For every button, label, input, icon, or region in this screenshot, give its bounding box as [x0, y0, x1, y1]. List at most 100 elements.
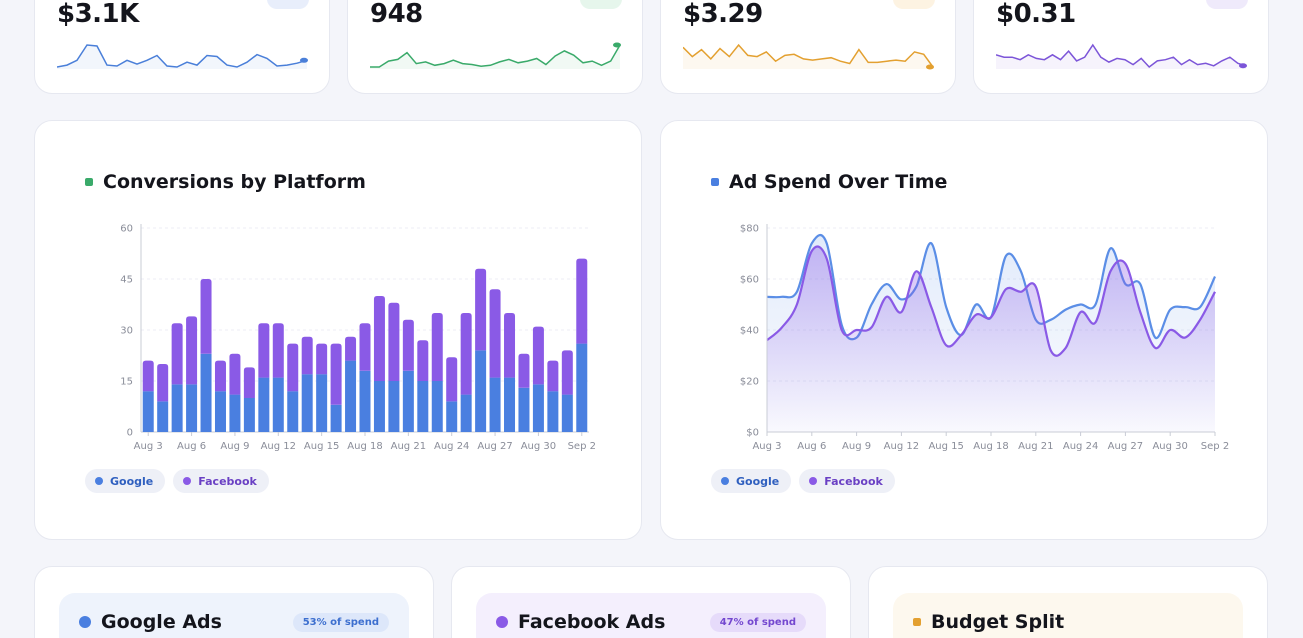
legend-dot-icon: [721, 477, 729, 485]
bar-google[interactable]: [547, 391, 559, 432]
bar-google[interactable]: [388, 381, 400, 432]
bar-facebook[interactable]: [417, 340, 429, 381]
bar-google[interactable]: [475, 350, 487, 432]
x-tick-label: Aug 9: [842, 441, 871, 452]
kpi-sparkline: [370, 42, 621, 69]
bar-google[interactable]: [157, 401, 169, 432]
legend-google[interactable]: Google: [85, 469, 166, 493]
title-marker-icon: [85, 178, 93, 186]
y-tick-label: 15: [120, 377, 133, 388]
bar-facebook[interactable]: [200, 279, 212, 354]
bar-google[interactable]: [272, 377, 284, 432]
bar-facebook[interactable]: [186, 316, 198, 385]
bar-google[interactable]: [258, 377, 270, 432]
bar-facebook[interactable]: [460, 313, 472, 395]
bar-google[interactable]: [301, 374, 313, 432]
bar-google[interactable]: [359, 370, 371, 432]
bar-facebook[interactable]: [504, 313, 516, 378]
bar-google[interactable]: [446, 401, 458, 432]
bar-google[interactable]: [532, 384, 544, 432]
bar-google[interactable]: [171, 384, 183, 432]
bar-facebook[interactable]: [475, 268, 487, 351]
bar-facebook[interactable]: [345, 336, 357, 361]
bar-facebook[interactable]: [489, 289, 501, 378]
bar-google[interactable]: [431, 381, 443, 432]
bar-google[interactable]: [460, 394, 472, 432]
card-header: Facebook Ads 47% of spend: [476, 593, 826, 638]
bar-google[interactable]: [402, 370, 414, 432]
bar-facebook[interactable]: [518, 353, 530, 388]
bar-google[interactable]: [287, 391, 299, 432]
bar-facebook[interactable]: [576, 258, 588, 344]
bar-facebook[interactable]: [287, 343, 299, 392]
y-tick-label: 45: [120, 275, 133, 286]
bar-google[interactable]: [518, 387, 530, 432]
kpi-sparkline: [57, 44, 308, 69]
bar-facebook[interactable]: [330, 343, 342, 405]
legend-facebook[interactable]: Facebook: [173, 469, 269, 493]
bar-facebook[interactable]: [258, 323, 270, 378]
bar-google[interactable]: [142, 391, 154, 432]
bar-facebook[interactable]: [301, 336, 313, 375]
facebook-dot-icon: [496, 616, 508, 628]
x-tick-label: Aug 24: [1063, 441, 1098, 452]
bar-google[interactable]: [373, 381, 385, 432]
y-tick-label: $40: [740, 326, 759, 337]
bar-google[interactable]: [345, 360, 357, 432]
bar-facebook[interactable]: [547, 360, 559, 392]
bar-facebook[interactable]: [359, 323, 371, 371]
card-title-text: Google Ads: [101, 611, 222, 633]
bar-facebook[interactable]: [142, 360, 154, 392]
bar-google[interactable]: [330, 404, 342, 432]
bar-google[interactable]: [214, 391, 226, 432]
bar-facebook[interactable]: [316, 343, 328, 375]
bar-facebook[interactable]: [446, 357, 458, 402]
y-tick-label: 60: [120, 224, 133, 235]
bar-google[interactable]: [186, 384, 198, 432]
card-title-text: Budget Split: [931, 611, 1065, 633]
bar-facebook[interactable]: [402, 319, 414, 371]
bar-facebook[interactable]: [431, 313, 443, 381]
bar-facebook[interactable]: [388, 302, 400, 381]
card-title: Facebook Ads: [496, 611, 665, 633]
card-header: Google Ads 53% of spend: [59, 593, 409, 638]
bar-facebook[interactable]: [373, 296, 385, 381]
bar-google[interactable]: [504, 377, 516, 432]
x-tick-label: Aug 3: [134, 441, 163, 452]
bar-google[interactable]: [243, 398, 255, 432]
bar-facebook[interactable]: [243, 367, 255, 398]
x-tick-label: Aug 9: [220, 441, 249, 452]
google-dot-icon: [79, 616, 91, 628]
title-marker-icon: [711, 178, 719, 186]
line-facebook[interactable]: [766, 245, 1216, 357]
adspend-chart-card: Ad Spend Over Time $0 $20 $40 $60 $80 Aug 3 Au…: [660, 120, 1268, 540]
legend-facebook[interactable]: Facebook: [799, 469, 895, 493]
bar-google[interactable]: [229, 394, 241, 432]
legend-dot-icon: [95, 477, 103, 485]
legend-label: Facebook: [198, 474, 257, 488]
kpi-card-cpc: $3.29: [660, 0, 956, 94]
y-tick-label: $0: [746, 428, 759, 439]
bar-google[interactable]: [417, 381, 429, 432]
sparkline-line: [370, 44, 621, 68]
y-tick-label: 30: [120, 326, 133, 337]
bar-facebook[interactable]: [157, 364, 169, 402]
y-tick-label: $80: [740, 224, 759, 235]
x-tick-label: Aug 24: [434, 441, 469, 452]
bar-google[interactable]: [489, 377, 501, 432]
bar-facebook[interactable]: [272, 323, 284, 378]
bar-google[interactable]: [576, 343, 588, 432]
bar-facebook[interactable]: [214, 360, 226, 392]
bar-google[interactable]: [316, 374, 328, 432]
x-tick-label: Aug 3: [752, 441, 781, 452]
bar-facebook[interactable]: [532, 326, 544, 385]
bar-facebook[interactable]: [561, 350, 573, 395]
bar-facebook[interactable]: [171, 323, 183, 385]
sparkline-end-dot: [1239, 63, 1247, 69]
bar-google[interactable]: [561, 394, 573, 432]
bar-google[interactable]: [200, 353, 212, 432]
bar-facebook[interactable]: [229, 353, 241, 395]
legend-google[interactable]: Google: [711, 469, 792, 493]
x-tick-label: Aug 30: [521, 441, 556, 452]
legend-dot-icon: [183, 477, 192, 485]
